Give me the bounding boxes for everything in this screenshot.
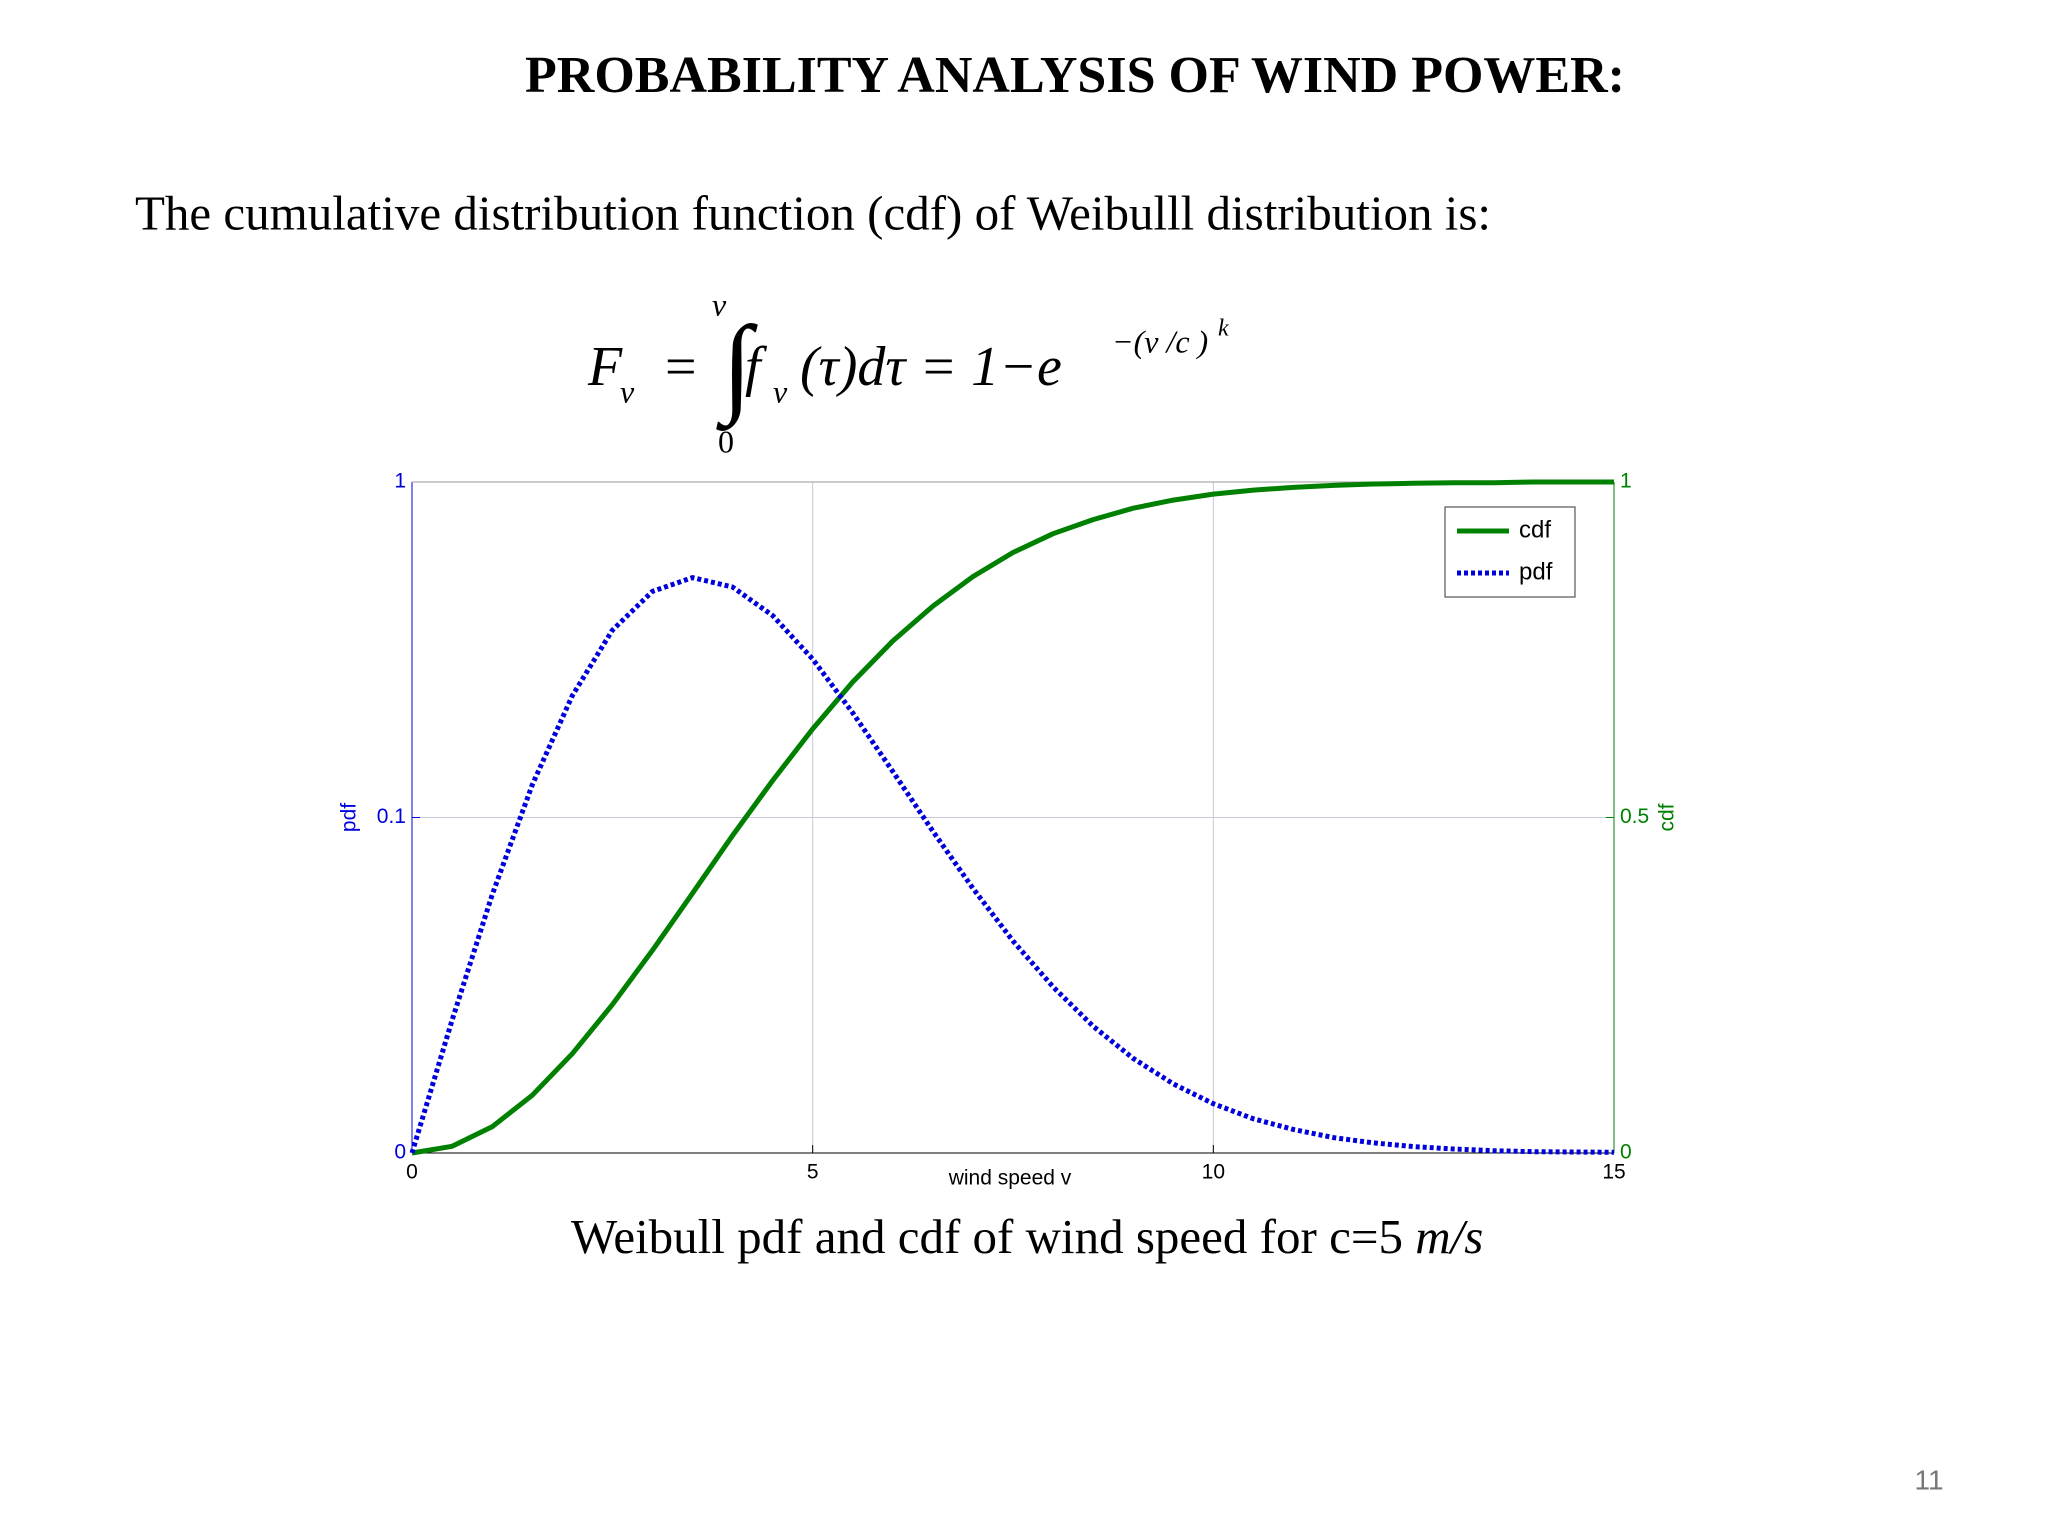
x-axis-label: wind speed v — [948, 1167, 1072, 1190]
x-tick-label: 0 — [406, 1161, 418, 1184]
eq-exponent-power: k — [1218, 316, 1229, 342]
eq-int-upper: v — [712, 286, 727, 322]
legend-label: pdf — [1519, 558, 1553, 585]
eq-int-lower: 0 — [718, 423, 734, 459]
intro-text: The cumulative distribution function (cd… — [135, 185, 1491, 240]
y2-tick-label: 1 — [1620, 470, 1632, 493]
x-tick-label: 10 — [1202, 1161, 1225, 1184]
eq-equals: = — [665, 336, 697, 398]
eq-lhs-sub: v — [620, 373, 635, 409]
equation: F v = ∫ v 0 f v (τ)dτ = 1−e −(v /c ) k — [587, 286, 1229, 459]
series-line — [409, 575, 1615, 1155]
eq-rest: (τ)dτ = 1−e — [800, 336, 1062, 398]
eq-lhs: F — [587, 336, 623, 398]
y2-tick-label: 0.5 — [1620, 805, 1649, 828]
slide-title: PROBABILITY ANALYSIS OF WIND POWER: — [525, 47, 1625, 104]
legend-label: cdf — [1519, 516, 1551, 543]
y-tick-label: 1 — [394, 470, 406, 493]
y2-tick-label: 0 — [1620, 1141, 1632, 1164]
y-tick-label: 0 — [394, 1141, 406, 1164]
caption-unit: m/s — [1415, 1209, 1483, 1264]
y-tick-label: 0.1 — [377, 805, 406, 828]
caption-text: Weibull pdf and cdf of wind speed for c=… — [571, 1209, 1415, 1264]
y2-axis-label: cdf — [1656, 803, 1679, 831]
x-tick-label: 15 — [1602, 1161, 1625, 1184]
x-tick-label: 5 — [807, 1161, 819, 1184]
caption: Weibull pdf and cdf of wind speed for c=… — [571, 1209, 1483, 1264]
page-number: 11 — [1914, 1464, 1943, 1495]
eq-exponent: −(v /c ) — [1112, 323, 1208, 359]
eq-integral: ∫ — [716, 303, 758, 431]
eq-integrand-sub: v — [773, 373, 788, 409]
legend-box — [1444, 506, 1576, 598]
y-axis-label: pdf — [338, 803, 361, 832]
series-line — [411, 479, 1614, 1156]
eq-integrand: f — [745, 336, 768, 398]
